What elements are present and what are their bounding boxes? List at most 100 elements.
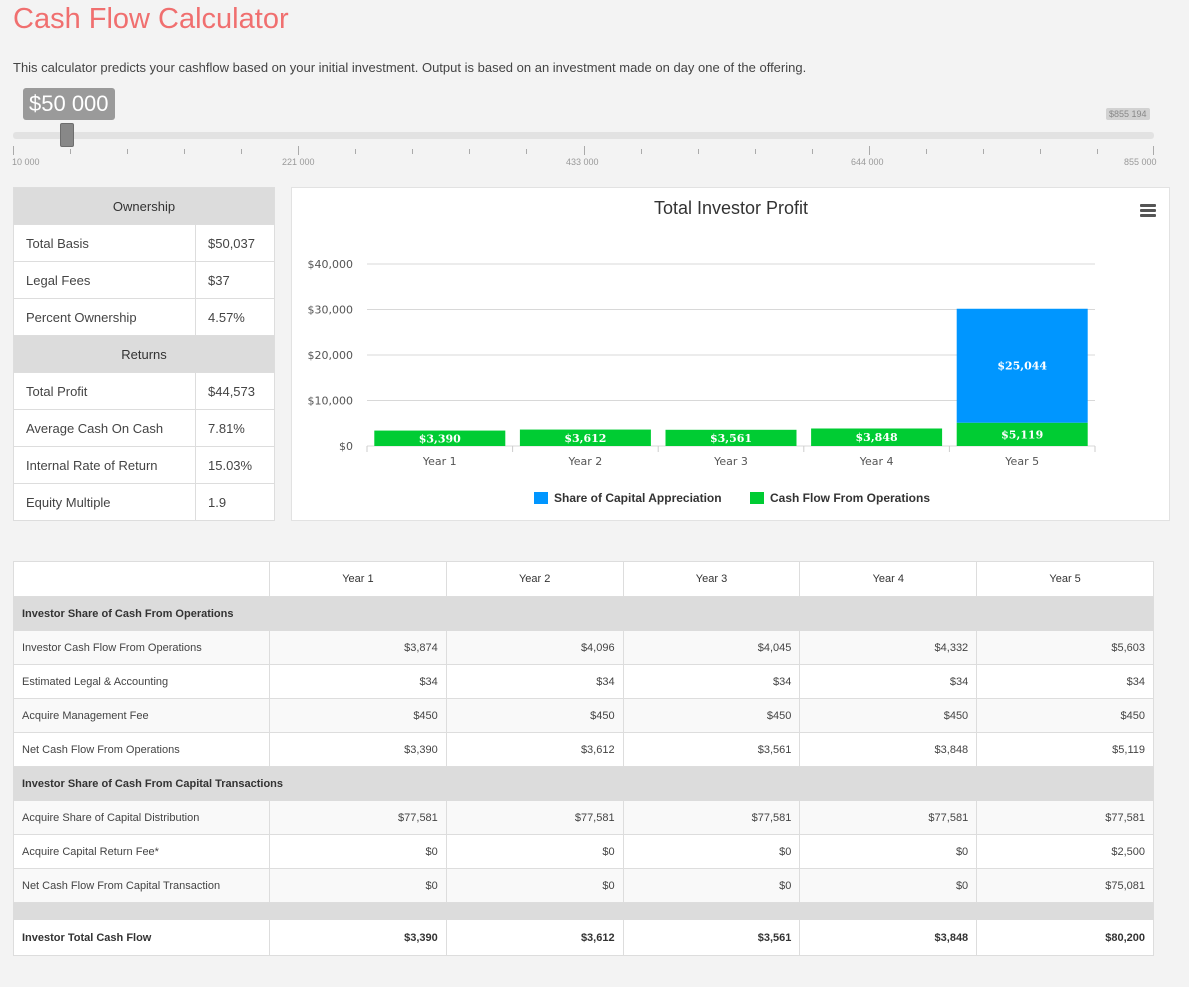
stat-value: 4.57% (195, 298, 275, 336)
slider-tick (584, 146, 585, 155)
column-header: Year 3 (622, 561, 801, 597)
cell: $3,848 (799, 732, 978, 767)
row-label: Investor Cash Flow From Operations (13, 630, 270, 665)
cell: $77,581 (622, 800, 801, 835)
slider-tick (355, 149, 356, 154)
slider-tick (983, 149, 984, 154)
chart-title: Total Investor Profit (654, 198, 808, 218)
table-row: Acquire Management Fee $450 $450 $450 $4… (13, 698, 1154, 733)
cell: $75,081 (976, 868, 1154, 903)
bar-cash-flow (519, 429, 651, 446)
slider-tick (641, 149, 642, 154)
cell: $450 (799, 698, 978, 733)
column-header: Year 1 (269, 561, 447, 597)
x-tick-label: Year 5 (1004, 455, 1039, 468)
slider-tick-label: 10 000 (12, 157, 40, 167)
cell: $34 (269, 664, 447, 699)
returns-heading: Returns (13, 335, 275, 373)
slider-tick (926, 149, 927, 154)
investment-slider-handle[interactable] (60, 123, 74, 147)
slider-tick-label: 644 000 (851, 157, 884, 167)
cell: $3,390 (269, 732, 447, 767)
slider-tick (755, 149, 756, 154)
stat-label: Average Cash On Cash (13, 409, 196, 447)
slider-tick (1097, 149, 1098, 154)
cell: $0 (799, 868, 978, 903)
stat-label: Total Basis (13, 224, 196, 262)
cashflow-table: Year 1 Year 2 Year 3 Year 4 Year 5 Inves… (13, 561, 1154, 956)
row-label: Acquire Management Fee (13, 698, 270, 733)
row-label: Acquire Capital Return Fee* (13, 834, 270, 869)
row-label: Net Cash Flow From Capital Transaction (13, 868, 270, 903)
column-header (13, 561, 270, 597)
cell: $34 (799, 664, 978, 699)
slider-tick (1153, 146, 1154, 155)
table-header-row: Year 1 Year 2 Year 3 Year 4 Year 5 (13, 561, 1154, 597)
column-header: Year 2 (445, 561, 624, 597)
cell: $80,200 (976, 919, 1154, 956)
cell: $3,848 (799, 919, 978, 956)
cell: $4,332 (799, 630, 978, 665)
cell: $0 (445, 834, 624, 869)
stat-label: Equity Multiple (13, 483, 196, 521)
cell: $77,581 (976, 800, 1154, 835)
cell: $0 (799, 834, 978, 869)
slider-tick (412, 149, 413, 154)
slider-tick (298, 146, 299, 155)
slider-tick (13, 146, 14, 155)
x-tick-label: Year 2 (568, 455, 603, 468)
slider-tick (526, 149, 527, 154)
cell: $0 (445, 868, 624, 903)
chart-menu-icon[interactable] (1140, 204, 1156, 218)
row-label: Acquire Share of Capital Distribution (13, 800, 270, 835)
table-row: Investor Cash Flow From Operations $3,87… (13, 630, 1154, 665)
stat-value: 15.03% (195, 446, 275, 484)
bar-data-label: $3,612 (564, 432, 606, 445)
bar-cash-flow (811, 428, 943, 446)
legend-swatch (534, 492, 548, 504)
stat-label: Internal Rate of Return (13, 446, 196, 484)
section-title: Investor Share of Cash From Operations (13, 596, 1154, 631)
slider-tick-label: 433 000 (566, 157, 599, 167)
cell: $450 (622, 698, 801, 733)
cell: $3,390 (269, 919, 447, 956)
bar-cash-flow (956, 422, 1088, 446)
cell: $450 (445, 698, 624, 733)
total-row: Investor Total Cash Flow $3,390 $3,612 $… (13, 919, 1154, 956)
cell: $3,561 (622, 919, 801, 956)
slider-tick (241, 149, 242, 154)
cell: $3,874 (269, 630, 447, 665)
x-tick-label: Year 3 (713, 455, 748, 468)
bar-data-label: $25,044 (997, 360, 1047, 373)
slider-value-label: $50 000 (23, 88, 115, 120)
section-row: Investor Share of Cash From Capital Tran… (13, 766, 1154, 801)
section-title: Investor Share of Cash From Capital Tran… (13, 766, 1154, 801)
y-tick-label: $40,000 (308, 258, 354, 271)
cell: $0 (269, 834, 447, 869)
cell: $4,045 (622, 630, 801, 665)
cell: $4,096 (445, 630, 624, 665)
slider-tick-label: 221 000 (282, 157, 315, 167)
bar-cash-flow (665, 429, 797, 446)
bar-cash-flow (374, 430, 506, 446)
x-tick-label: Year 4 (859, 455, 894, 468)
cell: $5,603 (976, 630, 1154, 665)
row-label: Estimated Legal & Accounting (13, 664, 270, 699)
stat-value: $37 (195, 261, 275, 299)
cell: $0 (269, 868, 447, 903)
cell: $34 (622, 664, 801, 699)
slider-tick (127, 149, 128, 154)
y-tick-label: $30,000 (308, 304, 354, 317)
slider-tick (1040, 149, 1041, 154)
column-header: Year 5 (976, 561, 1154, 597)
cell: $34 (976, 664, 1154, 699)
investment-slider-track[interactable] (13, 132, 1154, 139)
slider-tick (812, 149, 813, 154)
x-tick-label: Year 1 (422, 455, 457, 468)
row-label: Net Cash Flow From Operations (13, 732, 270, 767)
column-header: Year 4 (799, 561, 978, 597)
cell: $5,119 (976, 732, 1154, 767)
ownership-heading: Ownership (13, 187, 275, 225)
table-row: Net Cash Flow From Capital Transaction $… (13, 868, 1154, 903)
profit-chart: Total Investor Profit $0 $10,000 $20,000 $30… (308, 198, 1096, 505)
